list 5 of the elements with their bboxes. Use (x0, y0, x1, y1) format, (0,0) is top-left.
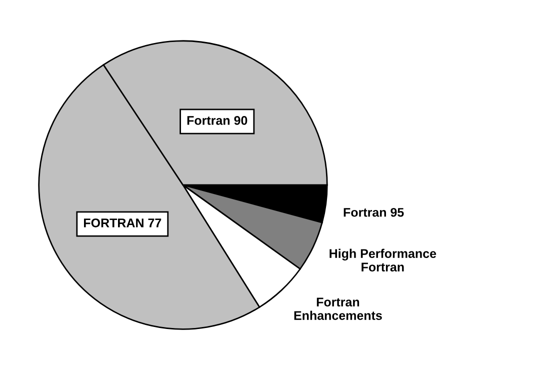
slice-label: Fortran 90 (187, 116, 248, 125)
slice-label: Fortran 95 (344, 208, 404, 217)
slice-label: High Performance Fortran (330, 248, 436, 272)
slice-label: Fortran Enhancements (294, 298, 382, 320)
slice-label: FORTRAN 77 (84, 218, 162, 228)
